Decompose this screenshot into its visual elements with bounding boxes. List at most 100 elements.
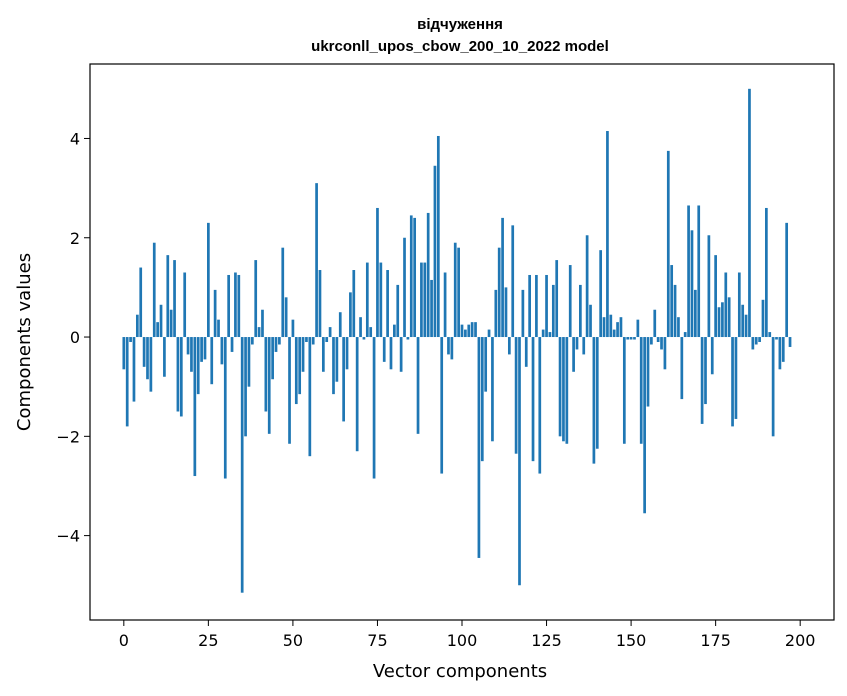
bar-186 bbox=[751, 337, 755, 350]
bar-97 bbox=[450, 337, 454, 360]
x-axis-ticks: 0 25 50 75 100 125 150 175 200 bbox=[119, 620, 815, 650]
bar-143 bbox=[606, 131, 609, 338]
bar-47 bbox=[281, 247, 285, 338]
bar-75 bbox=[376, 207, 379, 338]
bar-174 bbox=[710, 337, 714, 375]
bar-66 bbox=[345, 337, 349, 370]
bar-114 bbox=[507, 337, 511, 355]
bar-121 bbox=[531, 337, 535, 462]
bar-56 bbox=[311, 337, 315, 345]
bar-57 bbox=[315, 183, 318, 338]
y-axis-label: Components values bbox=[14, 253, 35, 431]
bar-117 bbox=[518, 337, 521, 586]
bar-80 bbox=[393, 324, 396, 338]
bar-46 bbox=[278, 337, 281, 345]
bar-15 bbox=[173, 260, 176, 338]
bar-42 bbox=[264, 337, 268, 412]
bar-54 bbox=[305, 337, 308, 342]
bar-55 bbox=[308, 337, 312, 457]
bar-22 bbox=[196, 337, 200, 395]
bar-139 bbox=[592, 337, 596, 464]
bar-126 bbox=[548, 332, 552, 338]
bar-32 bbox=[230, 337, 234, 352]
bar-157 bbox=[653, 309, 657, 338]
y-tick-label--2: −2 bbox=[56, 427, 80, 446]
bar-16 bbox=[176, 337, 180, 412]
bar-48 bbox=[284, 297, 288, 338]
bar-65 bbox=[342, 337, 345, 422]
x-axis-label: Vector components bbox=[373, 661, 547, 682]
bar-61 bbox=[328, 327, 332, 338]
bar-78 bbox=[386, 270, 389, 338]
bars-group bbox=[122, 88, 792, 593]
bar-4 bbox=[135, 314, 139, 338]
bar-53 bbox=[301, 337, 305, 372]
bar-82 bbox=[399, 337, 403, 372]
bar-12 bbox=[163, 337, 166, 377]
bar-19 bbox=[186, 337, 190, 355]
bar-85 bbox=[409, 215, 413, 338]
bar-72 bbox=[365, 262, 369, 338]
bar-38 bbox=[250, 337, 254, 345]
bar-39 bbox=[254, 260, 258, 338]
bar-98 bbox=[453, 242, 457, 338]
bar-29 bbox=[220, 337, 224, 365]
bar-188 bbox=[758, 337, 761, 342]
bar-163 bbox=[673, 284, 677, 338]
bar-95 bbox=[443, 272, 447, 338]
bar-170 bbox=[697, 205, 701, 338]
y-tick-label-2: 2 bbox=[70, 229, 80, 248]
bar-153 bbox=[639, 337, 643, 444]
bar-79 bbox=[389, 337, 393, 370]
bar-125 bbox=[545, 274, 548, 338]
bar-141 bbox=[599, 250, 603, 338]
bar-149 bbox=[626, 337, 630, 340]
bar-112 bbox=[501, 217, 504, 338]
bar-101 bbox=[464, 329, 467, 338]
bar-116 bbox=[514, 337, 518, 454]
bar-176 bbox=[717, 307, 721, 338]
bar-50 bbox=[291, 319, 295, 338]
bar-182 bbox=[737, 272, 741, 338]
bar-44 bbox=[271, 337, 274, 380]
bar-17 bbox=[179, 337, 183, 417]
bar-70 bbox=[359, 317, 362, 338]
bar-145 bbox=[612, 329, 616, 338]
bar-108 bbox=[487, 329, 491, 338]
bar-51 bbox=[294, 337, 298, 405]
bar-2 bbox=[129, 337, 132, 342]
bar-191 bbox=[768, 332, 772, 338]
bar-164 bbox=[677, 317, 680, 338]
bar-3 bbox=[132, 337, 136, 402]
bar-193 bbox=[775, 337, 778, 340]
bar-36 bbox=[244, 337, 247, 437]
bar-129 bbox=[558, 337, 562, 437]
bar-179 bbox=[727, 297, 731, 338]
bar-60 bbox=[325, 337, 329, 342]
bar-41 bbox=[261, 309, 264, 338]
bar-6 bbox=[142, 337, 146, 367]
bar-161 bbox=[666, 150, 670, 338]
bar-96 bbox=[447, 337, 450, 355]
bar-124 bbox=[541, 329, 545, 338]
bar-115 bbox=[511, 225, 515, 338]
bar-146 bbox=[616, 322, 619, 338]
bar-171 bbox=[700, 337, 704, 424]
bar-167 bbox=[687, 205, 690, 338]
bar-21 bbox=[193, 337, 197, 477]
y-axis-ticks: −4 −2 0 2 4 bbox=[56, 129, 90, 546]
bar-133 bbox=[572, 337, 575, 372]
bar-111 bbox=[497, 247, 501, 338]
bar-86 bbox=[413, 217, 417, 338]
bar-43 bbox=[267, 337, 271, 434]
bar-168 bbox=[690, 230, 694, 338]
bar-197 bbox=[788, 337, 792, 347]
bar-156 bbox=[650, 337, 653, 345]
bar-14 bbox=[169, 309, 173, 338]
bar-151 bbox=[633, 337, 636, 340]
bar-68 bbox=[352, 270, 356, 338]
bar-132 bbox=[568, 265, 572, 338]
bar-26 bbox=[210, 337, 214, 385]
bar-194 bbox=[778, 337, 782, 370]
